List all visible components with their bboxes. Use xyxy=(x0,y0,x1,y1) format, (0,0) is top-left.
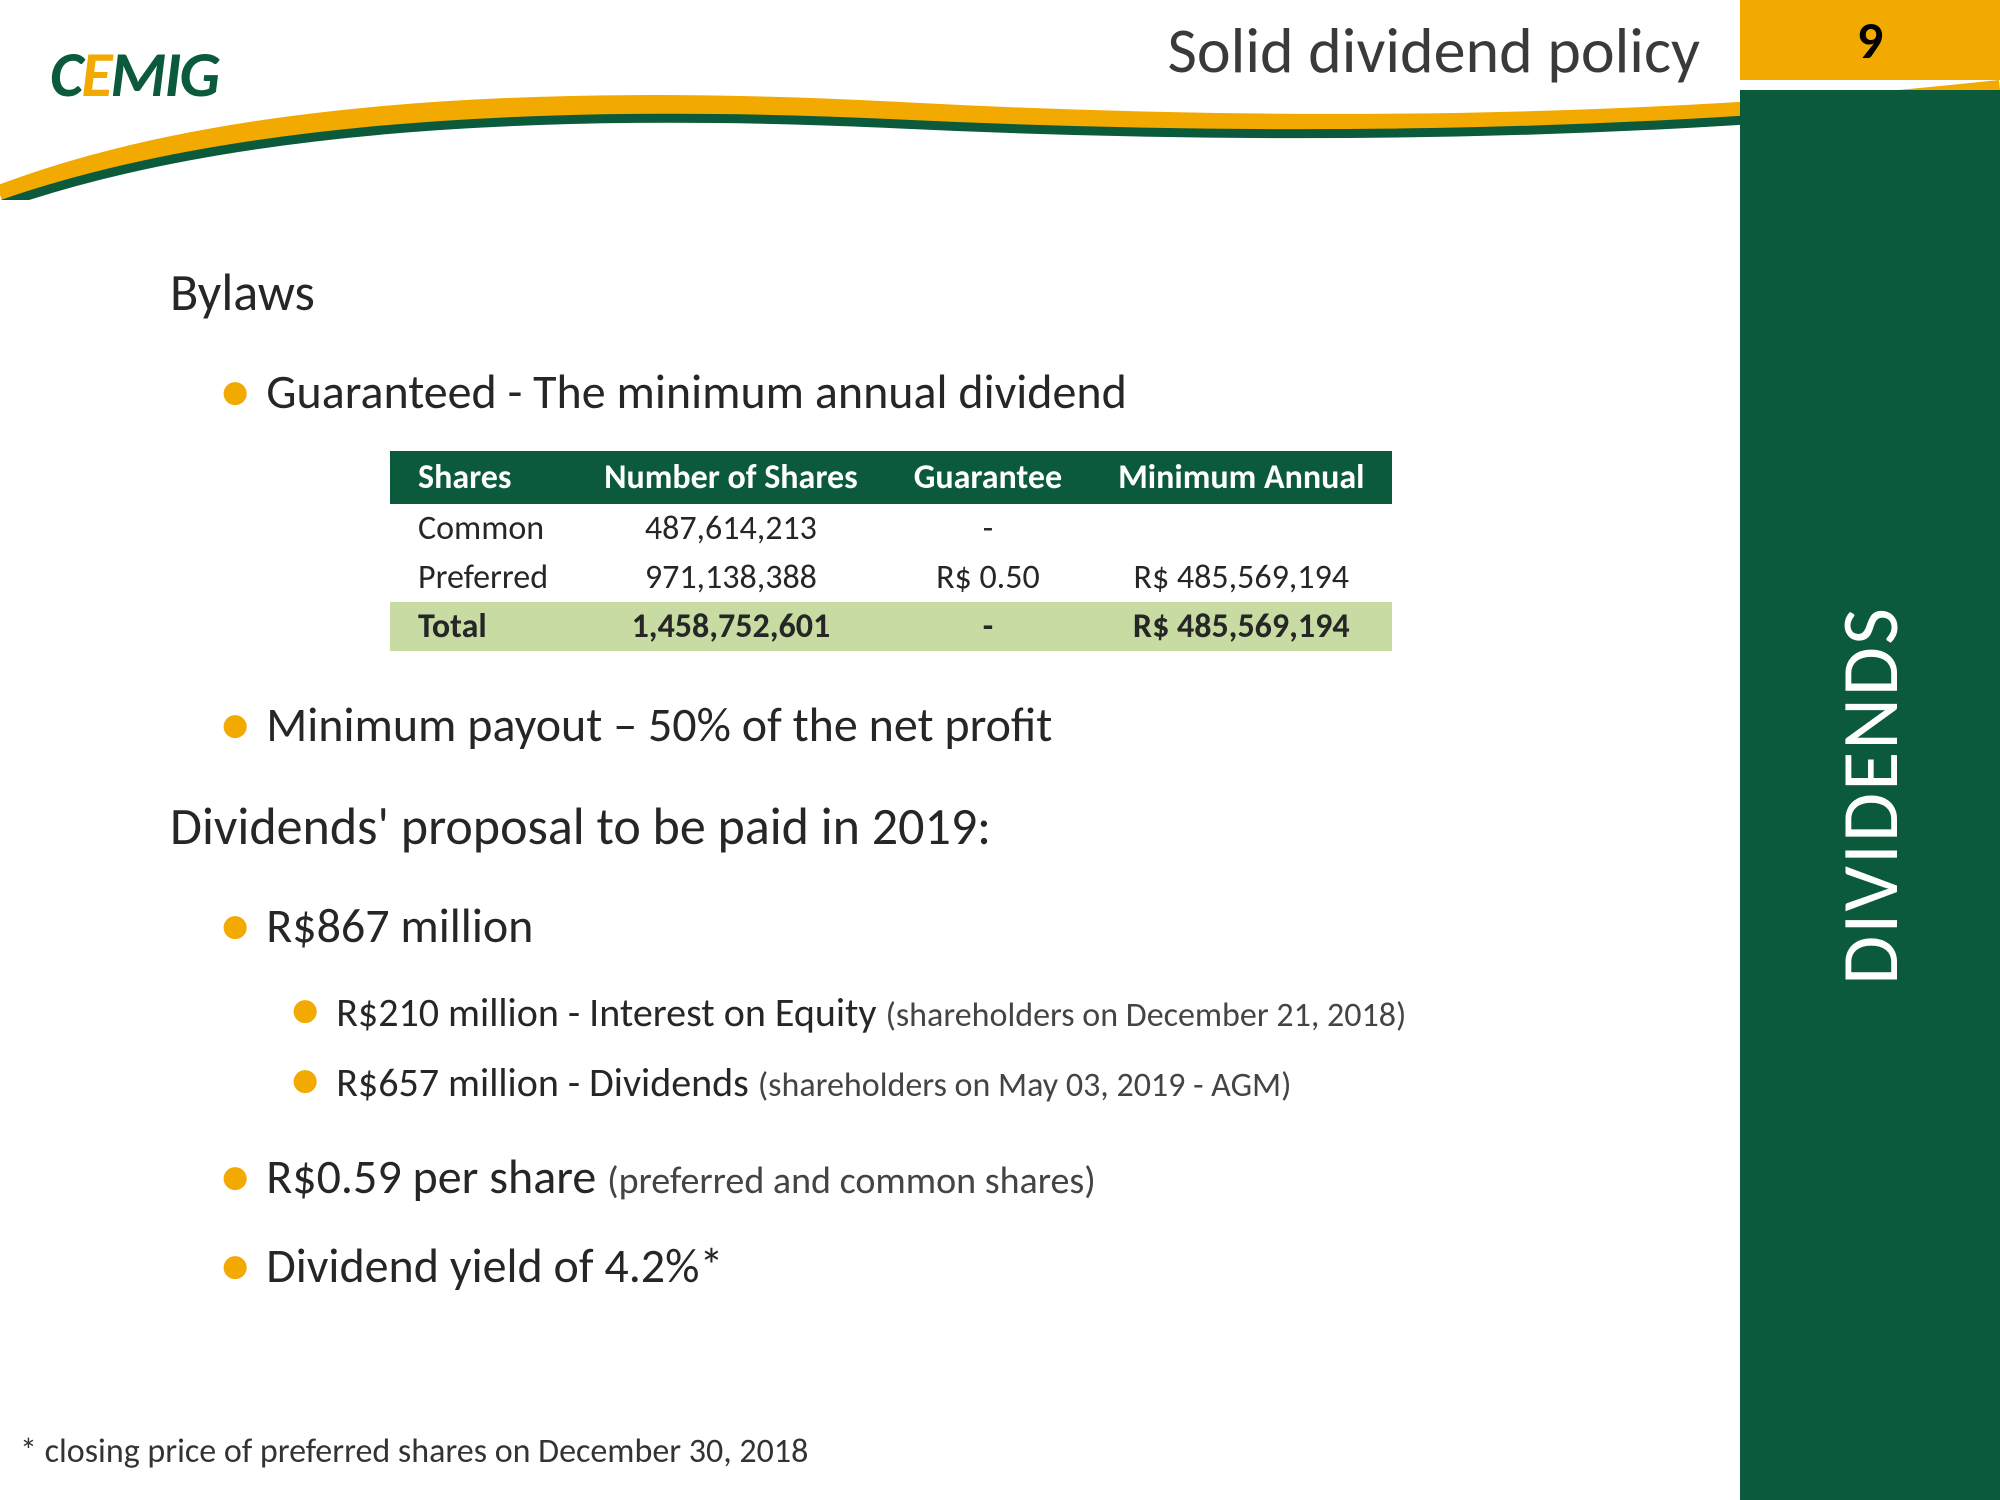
cell: - xyxy=(886,504,1090,553)
logo-letter-c: C xyxy=(50,36,81,114)
bullet-per-share: ● R$0.59 per share (preferred and common… xyxy=(220,1147,1680,1206)
bullet-amount-text: R$867 million xyxy=(266,896,533,955)
table-row: Common 487,614,213 - xyxy=(390,504,1392,553)
cell: - xyxy=(886,602,1090,651)
bullet-icon: ● xyxy=(290,985,320,1035)
page-number: 9 xyxy=(1857,8,1883,72)
section-sidebar: DIVIDENDS xyxy=(1740,90,2000,1500)
ioe-main: R$210 million - Interest on Equity xyxy=(336,988,885,1037)
per-share-main: R$0.59 per share xyxy=(266,1147,607,1206)
per-share-detail: (preferred and common shares) xyxy=(607,1158,1096,1204)
table-total-row: Total 1,458,752,601 - R$ 485,569,194 xyxy=(390,602,1392,651)
col-minimum: Minimum Annual xyxy=(1090,451,1392,504)
bullet-amount: ● R$867 million xyxy=(220,896,1680,955)
div-detail: (shareholders on May 03, 2019 - AGM) xyxy=(758,1065,1292,1106)
bullet-icon: ● xyxy=(220,1152,250,1202)
swoosh-inner xyxy=(0,99,2000,200)
bullet-min-payout-text: Minimum payout – 50% of the net profit xyxy=(266,695,1052,754)
bullet-icon: ● xyxy=(220,700,250,750)
cell: Preferred xyxy=(390,553,576,602)
bylaws-heading: Bylaws xyxy=(170,260,1680,324)
proposal-heading: Dividends' proposal to be paid in 2019: xyxy=(170,794,1680,858)
cell: 1,458,752,601 xyxy=(576,602,886,651)
bullet-per-share-text: R$0.59 per share (preferred and common s… xyxy=(266,1147,1096,1206)
bullet-guaranteed-text: Guaranteed - The minimum annual dividend xyxy=(266,362,1127,421)
cell: R$ 0.50 xyxy=(886,553,1090,602)
cell: R$ 485,569,194 xyxy=(1090,553,1392,602)
bullet-ioe: ● R$210 million - Interest on Equity (sh… xyxy=(290,985,1680,1037)
cell xyxy=(1090,504,1392,553)
col-shares: Shares xyxy=(390,451,576,504)
cell: R$ 485,569,194 xyxy=(1090,602,1392,651)
col-guarantee: Guarantee xyxy=(886,451,1090,504)
bullet-ioe-text: R$210 million - Interest on Equity (shar… xyxy=(336,988,1406,1037)
bullet-icon: ● xyxy=(220,1241,250,1291)
bullet-yield: ● Dividend yield of 4.2%* xyxy=(220,1236,1680,1295)
bullet-guaranteed: ● Guaranteed - The minimum annual divide… xyxy=(220,362,1680,421)
div-main: R$657 million - Dividends xyxy=(336,1058,758,1107)
page-number-tab: 9 xyxy=(1740,0,2000,80)
col-number: Number of Shares xyxy=(576,451,886,504)
cell: Total xyxy=(390,602,576,651)
bullet-icon: ● xyxy=(220,367,250,417)
bullet-icon: ● xyxy=(290,1055,320,1105)
bullet-dividends: ● R$657 million - Dividends (shareholder… xyxy=(290,1055,1680,1107)
ioe-detail: (shareholders on December 21, 2018) xyxy=(886,995,1407,1036)
footnote: * closing price of preferred shares on D… xyxy=(20,1431,808,1472)
content-area: Bylaws ● Guaranteed - The minimum annual… xyxy=(170,260,1680,1380)
logo: CEMIG xyxy=(50,36,218,114)
logo-letter-e: E xyxy=(81,36,110,114)
bullet-icon: ● xyxy=(220,901,250,951)
cell: 971,138,388 xyxy=(576,553,886,602)
bullet-dividends-text: R$657 million - Dividends (shareholders … xyxy=(336,1058,1291,1107)
bullet-min-payout: ● Minimum payout – 50% of the net profit xyxy=(220,695,1680,754)
cell: 487,614,213 xyxy=(576,504,886,553)
cell: Common xyxy=(390,504,576,553)
shares-table: Shares Number of Shares Guarantee Minimu… xyxy=(390,451,1392,651)
sidebar-label: DIVIDENDS xyxy=(1822,606,1919,985)
logo-letters-mig: MIG xyxy=(110,36,218,114)
table-row: Preferred 971,138,388 R$ 0.50 R$ 485,569… xyxy=(390,553,1392,602)
page-title: Solid dividend policy xyxy=(1168,12,1701,90)
swoosh-outer xyxy=(0,90,2000,195)
bullet-yield-text: Dividend yield of 4.2%* xyxy=(266,1236,723,1295)
swoosh-divider-icon xyxy=(0,0,2000,200)
